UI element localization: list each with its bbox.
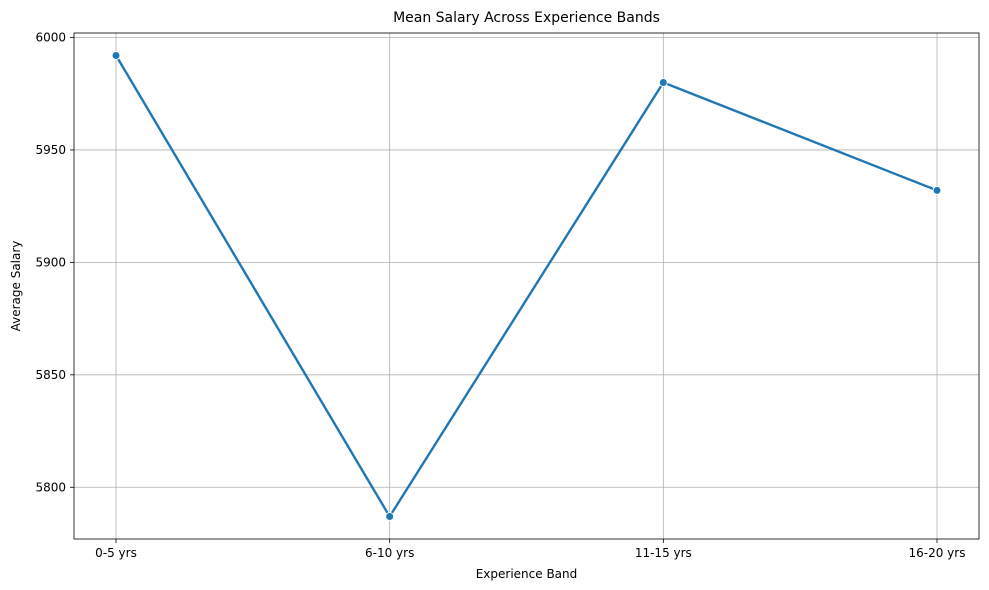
x-axis-title: Experience Band (476, 567, 578, 581)
y-tick-label: 5800 (35, 480, 66, 494)
y-tick-label: 5950 (35, 143, 66, 157)
series-line (114, 54, 938, 518)
y-axis-title: Average Salary (9, 241, 23, 332)
chart-title: Mean Salary Across Experience Bands (393, 10, 660, 26)
data-point (658, 77, 668, 87)
data-point (385, 512, 395, 522)
series-layer (111, 50, 942, 522)
x-tick-label: 6-10 yrs (365, 546, 414, 560)
x-tick-label: 11-15 yrs (635, 546, 692, 560)
y-tick-label: 5850 (35, 368, 66, 382)
data-point (932, 185, 942, 195)
data-point (111, 50, 121, 60)
y-tick-label: 5900 (35, 255, 66, 269)
x-tick-label: 16-20 yrs (909, 546, 966, 560)
grid-lines (74, 33, 979, 539)
axes: 0-5 yrs 6-10 yrs 11-15 yrs 16-20 yrs 5800 585… (35, 30, 965, 560)
plot-area-frame (73, 32, 980, 540)
y-tick-label: 6000 (35, 30, 66, 44)
x-tick-label: 0-5 yrs (95, 546, 137, 560)
